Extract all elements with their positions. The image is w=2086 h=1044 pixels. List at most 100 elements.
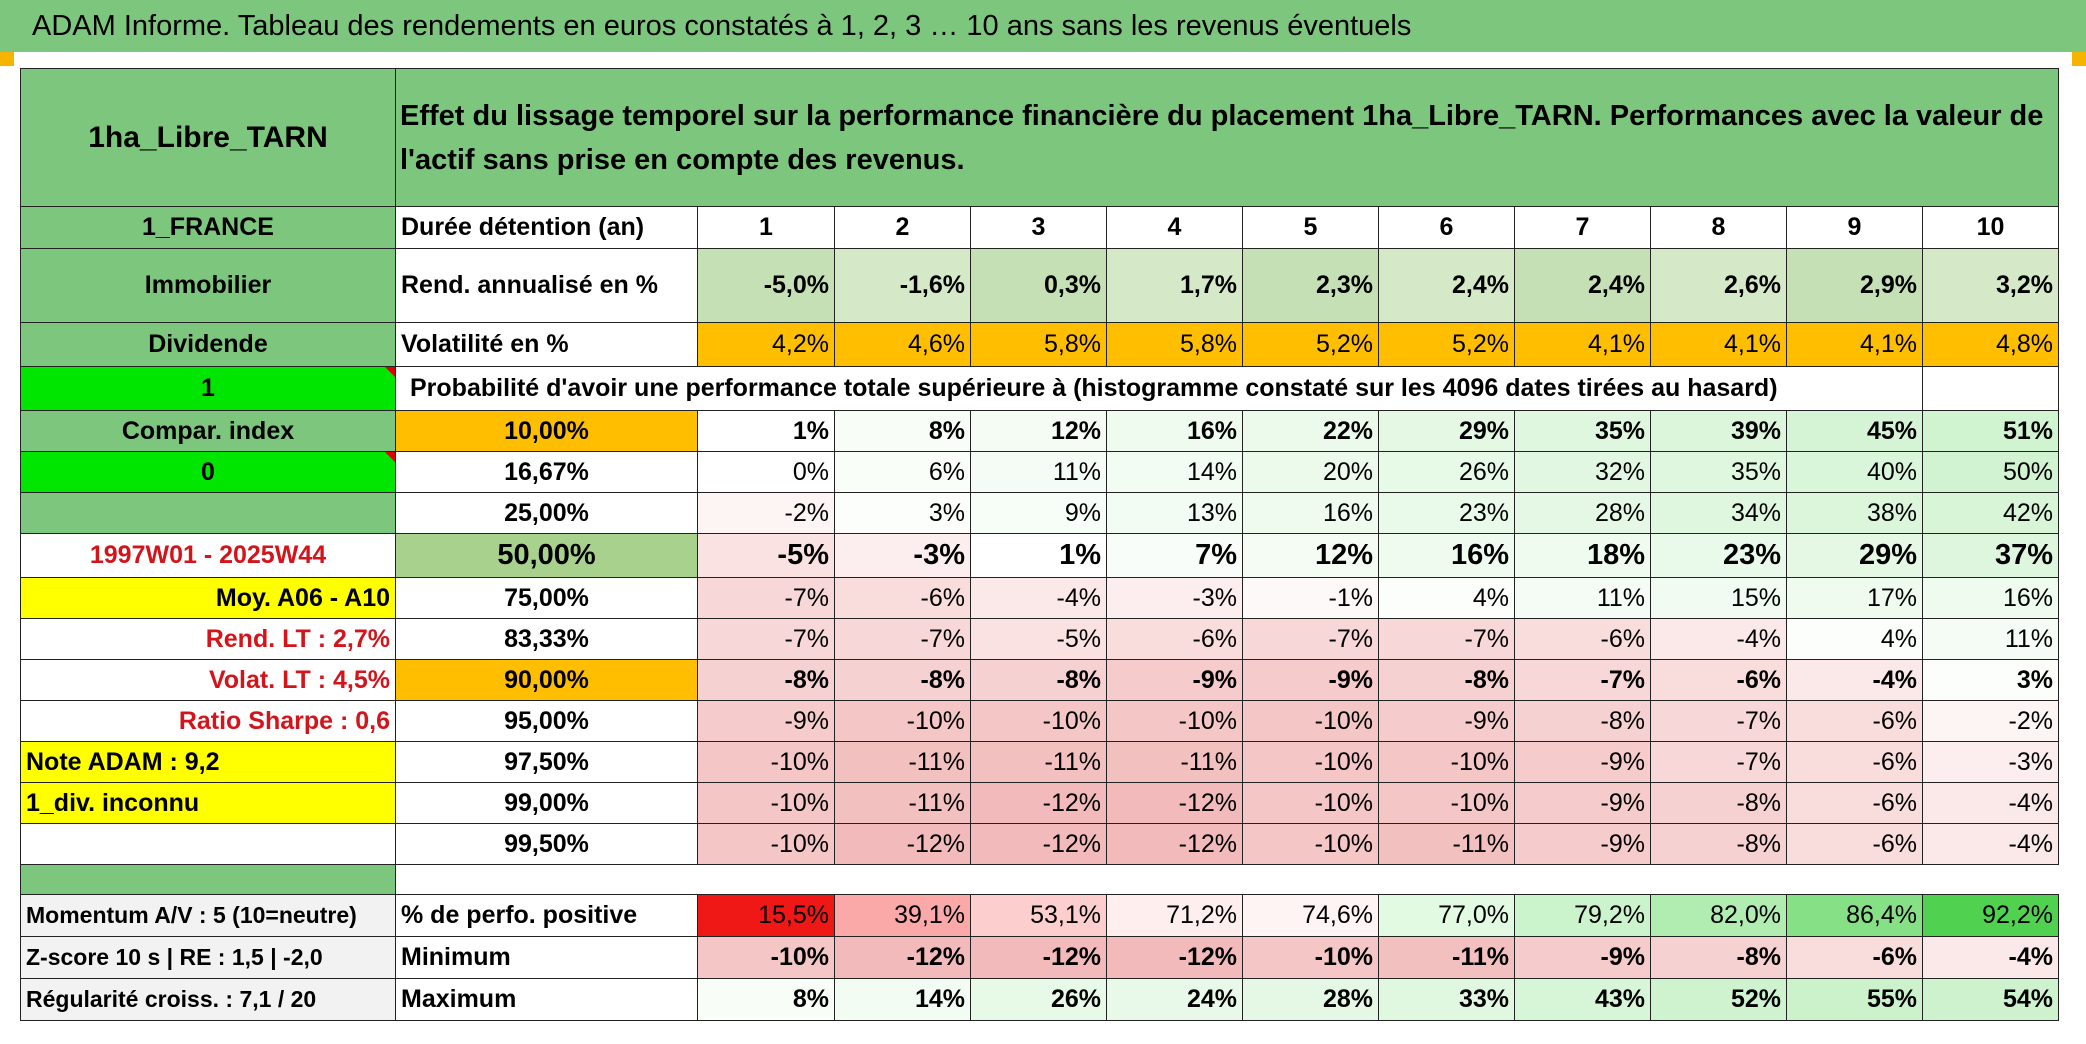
rend-cell: 2,9% — [1786, 248, 1923, 323]
volat-label: Volatilité en % — [395, 322, 698, 367]
rend-cell: 3,2% — [1922, 248, 2059, 323]
percentile-cell: -6% — [1786, 823, 1923, 865]
rend-lt-label: Rend. LT : 2,7% — [20, 618, 396, 660]
percentile-label: 83,33% — [395, 618, 698, 660]
volat-cell: 4,6% — [834, 322, 971, 367]
percentile-cell: 45% — [1786, 410, 1923, 452]
maximum-cell: 33% — [1378, 978, 1515, 1021]
percentile-cell: -7% — [834, 618, 971, 660]
percentile-cell: 26% — [1378, 451, 1515, 493]
percentile-cell: -6% — [1106, 618, 1243, 660]
percentile-cell: 17% — [1786, 577, 1923, 619]
percentile-cell: -7% — [697, 618, 835, 660]
empty-cell — [1922, 366, 2059, 411]
percentile-cell: 1% — [697, 410, 835, 452]
pct-positive-cell: 77,0% — [1378, 894, 1515, 937]
compar-index-label[interactable]: Compar. index — [20, 410, 396, 452]
sharpe-label: Ratio Sharpe : 0,6 — [20, 700, 396, 742]
percentile-label: 25,00% — [395, 492, 698, 534]
percentile-cell: 20% — [1242, 451, 1379, 493]
pct-positive-cell: 53,1% — [970, 894, 1107, 937]
pct-positive-cell: 74,6% — [1242, 894, 1379, 937]
percentile-cell: -7% — [697, 577, 835, 619]
percentile-cell: 14% — [1106, 451, 1243, 493]
compar-index-value[interactable]: 0 — [20, 451, 396, 493]
percentile-cell: 37% — [1922, 533, 2059, 578]
minimum-cell: -8% — [1650, 936, 1787, 979]
performance-table: 1ha_Libre_TARN Effet du lissage temporel… — [20, 68, 2059, 1021]
percentile-cell: -9% — [1106, 659, 1243, 701]
minimum-cell: -6% — [1786, 936, 1923, 979]
percentile-cell: -8% — [1378, 659, 1515, 701]
probability-label: Probabilité d'avoir une performance tota… — [395, 366, 1787, 411]
percentile-cell: -8% — [834, 659, 971, 701]
percentile-cell: 23% — [1378, 492, 1515, 534]
percentile-label: 97,50% — [395, 741, 698, 783]
percentile-cell: -12% — [970, 823, 1107, 865]
percentile-cell: 4% — [1786, 618, 1923, 660]
percentile-cell: -10% — [1106, 700, 1243, 742]
percentile-cell: -8% — [970, 659, 1107, 701]
percentile-cell: 3% — [1922, 659, 2059, 701]
percentile-cell: 15% — [1650, 577, 1787, 619]
percentile-cell: -12% — [1106, 823, 1243, 865]
country-label[interactable]: 1_FRANCE — [20, 206, 396, 249]
year-header: 10 — [1922, 206, 2059, 249]
maximum-cell: 54% — [1922, 978, 2059, 1021]
page-title: ADAM Informe. Tableau des rendements en … — [0, 0, 2086, 52]
year-header: 7 — [1514, 206, 1651, 249]
percentile-cell: 23% — [1650, 533, 1787, 578]
percentile-cell: 0% — [697, 451, 835, 493]
percentile-cell: -4% — [1786, 659, 1923, 701]
percentile-cell: -10% — [697, 741, 835, 783]
regularite-info: Régularité croiss. : 7,1 / 20 — [20, 978, 396, 1021]
volat-cell: 5,2% — [1378, 322, 1515, 367]
minimum-cell: -9% — [1514, 936, 1651, 979]
percentile-cell: 16% — [1242, 492, 1379, 534]
percentile-cell: -2% — [697, 492, 835, 534]
pct-positive-cell: 82,0% — [1650, 894, 1787, 937]
volat-cell: 5,8% — [1106, 322, 1243, 367]
minimum-cell: -12% — [834, 936, 971, 979]
maximum-cell: 55% — [1786, 978, 1923, 1021]
category-label[interactable]: Immobilier — [20, 248, 396, 323]
percentile-cell: -8% — [697, 659, 835, 701]
empty-cell — [20, 823, 396, 865]
percentile-cell: -4% — [1922, 823, 2059, 865]
minimum-cell: -10% — [1242, 936, 1379, 979]
percentile-cell: 40% — [1786, 451, 1923, 493]
corner-marker — [2072, 52, 2086, 66]
percentile-cell: -5% — [697, 533, 835, 578]
zscore-info: Z-score 10 s | RE : 1,5 | -2,0 — [20, 936, 396, 979]
percentile-label: 90,00% — [395, 659, 698, 701]
year-header: 4 — [1106, 206, 1243, 249]
maximum-cell: 14% — [834, 978, 971, 1021]
percentile-cell: -7% — [1650, 741, 1787, 783]
percentile-cell: 11% — [1514, 577, 1651, 619]
pct-positive-cell: 15,5% — [697, 894, 835, 937]
maximum-cell: 28% — [1242, 978, 1379, 1021]
dividend-label[interactable]: Dividende — [20, 322, 396, 367]
percentile-cell: -10% — [697, 782, 835, 824]
percentile-cell: -8% — [1650, 782, 1787, 824]
percentile-cell: -10% — [834, 700, 971, 742]
percentile-label: 16,67% — [395, 451, 698, 493]
dividend-value[interactable]: 1 — [20, 366, 396, 411]
empty-cell — [1786, 366, 1923, 411]
percentile-cell: -10% — [697, 823, 835, 865]
volat-cell: 4,1% — [1650, 322, 1787, 367]
percentile-cell: -9% — [1378, 700, 1515, 742]
percentile-cell: -3% — [1922, 741, 2059, 783]
percentile-cell: 22% — [1242, 410, 1379, 452]
percentile-cell: 7% — [1106, 533, 1243, 578]
percentile-cell: -7% — [1242, 618, 1379, 660]
percentile-cell: 3% — [834, 492, 971, 534]
percentile-cell: -7% — [1514, 659, 1651, 701]
percentile-cell: 4% — [1378, 577, 1515, 619]
asset-name[interactable]: 1ha_Libre_TARN — [20, 68, 396, 207]
percentile-cell: -11% — [970, 741, 1107, 783]
rend-cell: 2,4% — [1514, 248, 1651, 323]
percentile-cell: -7% — [1650, 700, 1787, 742]
div-info-label: 1_div. inconnu — [20, 782, 396, 824]
percentile-cell: 1% — [970, 533, 1107, 578]
